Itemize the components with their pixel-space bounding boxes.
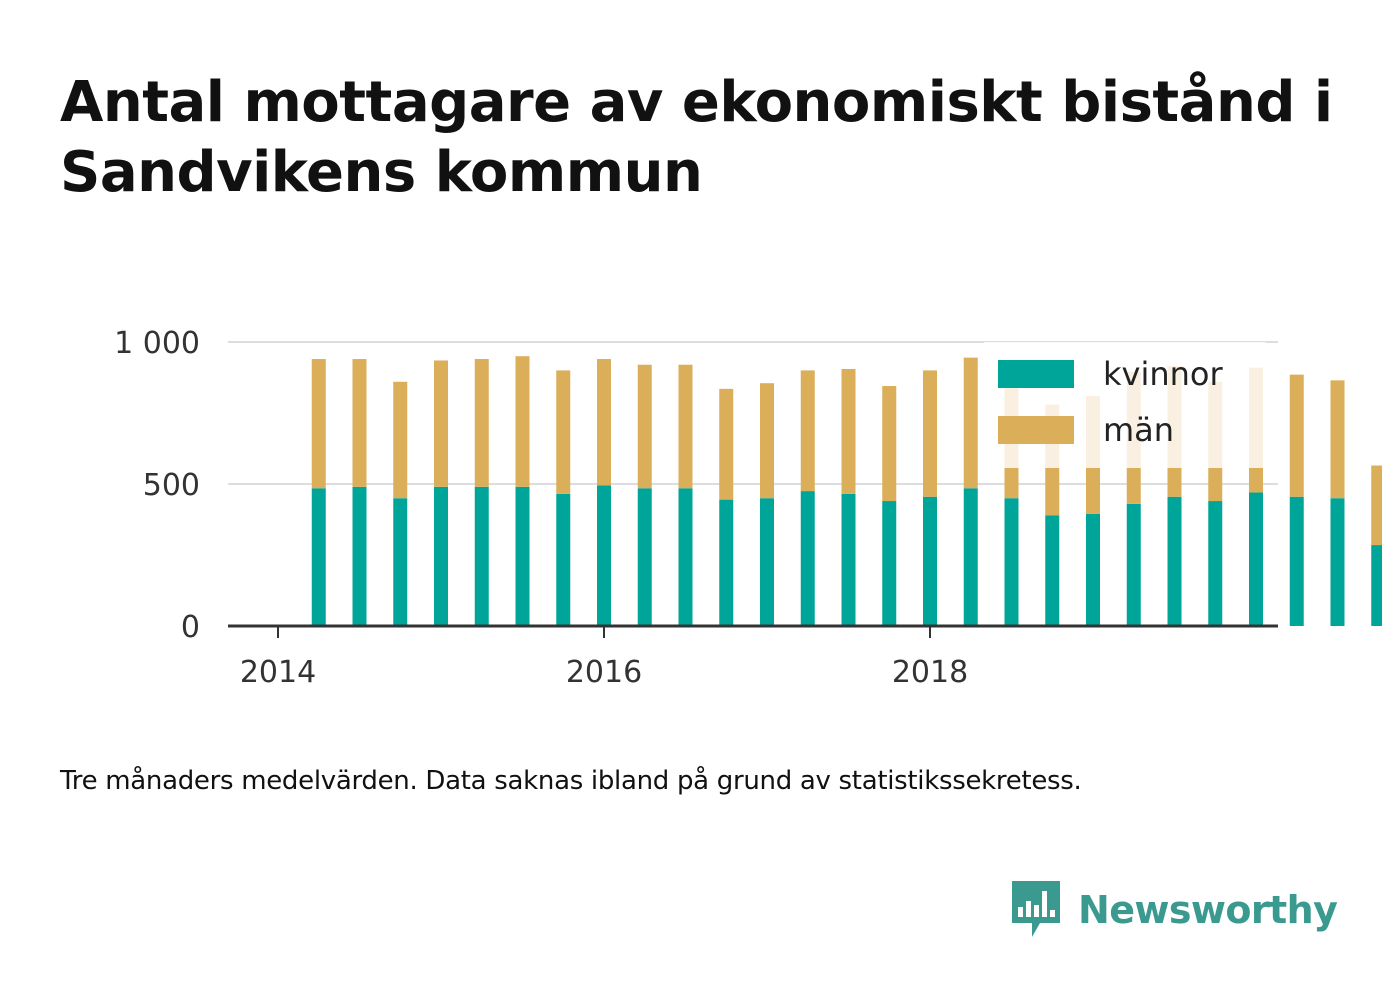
y-tick-label: 1 000 [114, 326, 200, 361]
bar-kvinnor [1371, 545, 1382, 626]
bar-man [515, 356, 530, 487]
bar-man [1289, 374, 1304, 497]
bar-kvinnor [311, 488, 326, 626]
x-tick-label: 2014 [240, 655, 316, 690]
y-tick-label: 0 [181, 610, 200, 645]
bar-man [963, 357, 978, 489]
bar-kvinnor [1208, 501, 1223, 626]
bar-kvinnor [678, 488, 693, 626]
bar-kvinnor [963, 488, 978, 626]
bar-kvinnor [1249, 492, 1263, 626]
bar-kvinnor [760, 498, 774, 626]
bar-kvinnor [393, 498, 408, 626]
bar-kvinnor [352, 486, 367, 626]
bar-kvinnor [841, 493, 856, 626]
bar-kvinnor [1330, 498, 1345, 626]
bar-kvinnor [1289, 496, 1304, 626]
bar-kvinnor [556, 493, 571, 626]
bar-man [352, 359, 367, 487]
bar-man [434, 360, 448, 487]
x-tick-label: 2021 [1381, 655, 1382, 690]
legend-kvinnor-label: kvinnor [1103, 355, 1224, 393]
bar-kvinnor [515, 486, 530, 626]
legend-man-label: män [1103, 411, 1174, 449]
bar-kvinnor [719, 499, 734, 626]
bar-kvinnor [637, 488, 652, 626]
bar-kvinnor [1086, 513, 1100, 626]
bar-man [678, 364, 693, 489]
x-tick-label: 2018 [892, 655, 968, 690]
legend-man-swatch [998, 416, 1074, 444]
bar-kvinnor [923, 496, 937, 626]
bar-man [923, 370, 937, 497]
legend-kvinnor-swatch [998, 360, 1074, 388]
bar-kvinnor [1004, 498, 1019, 626]
bar-man [311, 359, 326, 489]
bar-kvinnor [800, 491, 815, 626]
bar-man [719, 388, 734, 500]
chart-title: Antal mottagare av ekonomiskt bistånd i … [60, 70, 1333, 205]
bar-man [1371, 465, 1382, 546]
bar-man [760, 383, 774, 499]
bar-kvinnor [434, 486, 448, 626]
bar-kvinnor [1126, 503, 1141, 626]
bar-man [556, 370, 571, 494]
y-tick-label: 500 [143, 468, 200, 503]
footnote: Tre månaders medelvärden. Data saknas ib… [60, 766, 1082, 796]
bar-kvinnor [597, 485, 611, 626]
legend: kvinnor män [984, 342, 1266, 468]
bar-kvinnor [474, 486, 489, 626]
bar-man [841, 368, 856, 494]
newsworthy-logo: Newsworthy [1010, 878, 1338, 942]
bar-kvinnor [1045, 515, 1060, 626]
bar-kvinnor [882, 501, 897, 626]
bar-man [882, 386, 897, 502]
bar-man [1330, 380, 1345, 499]
bar-man [597, 359, 611, 486]
newsworthy-bar-chart-icon [1012, 881, 1060, 937]
x-tick-label: 2016 [566, 655, 642, 690]
brand-name: Newsworthy [1078, 888, 1338, 932]
bar-man [800, 370, 815, 492]
bar-man [474, 359, 489, 487]
bar-man [637, 364, 652, 489]
bar-kvinnor [1167, 496, 1182, 626]
bar-man [393, 381, 408, 499]
